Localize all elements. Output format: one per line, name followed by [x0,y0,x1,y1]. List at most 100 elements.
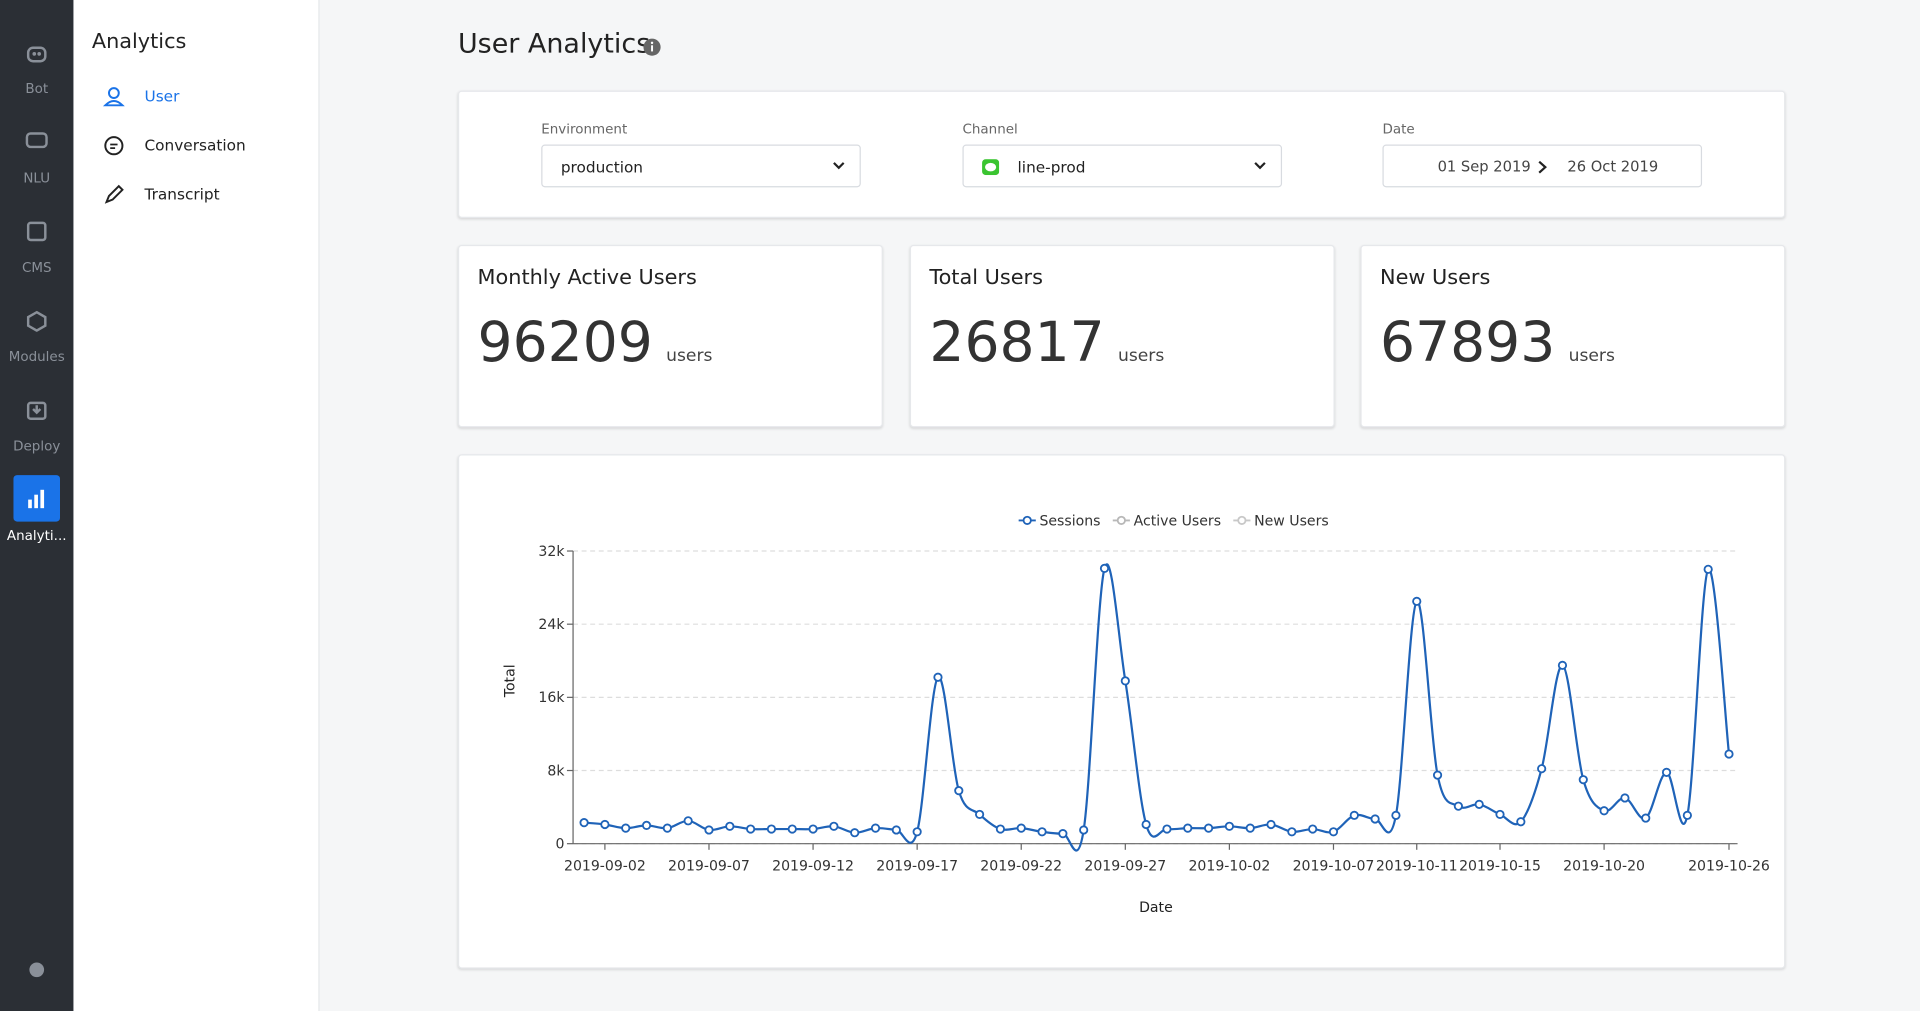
legend-item[interactable]: Sessions [1018,513,1101,529]
chart: 0 8k 16k 24k 32k 2019-09-02 2019-09-07 2019-09-… [502,513,1770,916]
stat-card: Total Users 26817 users [909,244,1335,428]
stat-value: 96209 [477,309,653,375]
data-point [725,821,735,831]
x-tick-label: 2019-09-17 [876,859,958,875]
cms-icon [26,221,47,242]
data-point [1641,813,1651,823]
analytics-icon [28,489,45,509]
legend-label: Active Users [1134,513,1221,529]
stat-value: 26817 [929,309,1105,375]
data-point [1495,809,1505,820]
select-value: production [560,157,644,177]
data-point [683,816,693,826]
x-tick-label: 2019-09-02 [564,859,646,875]
page-title: User Analytics [457,29,651,61]
sidebar-item[interactable]: Bot [25,80,49,97]
conversation-icon [104,136,124,156]
legend-dot [1116,515,1126,526]
y-tick-label: 32k [538,544,565,560]
transcript-icon [104,184,124,204]
data-point [1370,814,1380,824]
stat-value: 67893 [1380,309,1556,375]
y-tick-label: 0 [556,837,565,853]
legend-item[interactable]: Active Users [1112,513,1221,529]
stat-title: Total Users [929,265,1043,291]
chevron [1254,162,1266,170]
data-point [870,823,881,833]
legend-item[interactable]: New Users [1233,513,1329,529]
x-tick-label: 2019-09-22 [980,859,1062,875]
stat-unit: users [666,346,713,367]
nav-item[interactable]: User [144,86,180,106]
sidebar-item[interactable]: Deploy [13,438,61,455]
data-point [1099,563,1110,573]
x-tick-label: 2019-10-15 [1459,859,1541,875]
stat-title: Monthly Active Users [477,265,697,291]
nav-item[interactable]: Conversation [144,135,246,155]
x-tick-label: 2019-09-27 [1084,859,1166,875]
date-range[interactable]: 01 Sep 2019 26 Oct 2019 [1382,144,1703,188]
data-point [1287,827,1297,837]
data-point [1537,764,1547,774]
data-point [1183,823,1193,833]
stat-card: New Users 67893 users [1360,244,1786,428]
channel-select[interactable]: line-prod [962,144,1283,188]
stat-unit: users [1117,346,1165,367]
data-point [1703,564,1713,574]
active-item-bg [13,475,61,522]
data-point [621,823,631,833]
data-point [808,824,818,834]
legend-label: Sessions [1039,513,1100,529]
nlu-icon [25,132,48,149]
environment-select[interactable]: production [541,144,861,188]
user-icon [102,87,125,107]
x-tick-label: 2019-10-20 [1563,859,1645,875]
data-point [766,824,777,834]
x-tick-label: 2019-09-12 [772,859,854,875]
data-point [1474,799,1484,809]
data-point [1016,823,1026,833]
legend-dot [1237,515,1247,526]
data-point [933,672,943,682]
data-point [704,825,714,835]
info-icon [29,962,45,978]
sidebar-item[interactable]: Analyti... [6,527,67,544]
data-point [1245,823,1255,833]
data-point [600,819,610,830]
data-point [912,827,922,837]
data-point [1141,819,1151,830]
data-point [995,824,1006,834]
sidebar-item[interactable]: NLU [23,170,51,187]
nav-item[interactable]: Transcript [144,184,220,204]
stat-card: Monthly Active Users 96209 users [457,244,883,428]
data-point [1661,767,1672,777]
data-point [1224,821,1234,831]
data-point [1162,824,1172,834]
chart-card: 0 8k 16k 24k 32k 2019-09-02 2019-09-07 2019-09-… [457,454,1786,969]
filter-card: Environment production Channel line-prod… [457,90,1786,218]
date-from: 01 Sep 2019 [1437,157,1531,176]
data-point [850,828,860,838]
data-point [829,821,839,831]
data-point [1203,823,1214,833]
data-point [1453,801,1463,811]
modules-icon [26,310,47,332]
data-point [975,809,985,820]
y-tick-label: 8k [547,763,565,779]
x-tick-label: 2019-09-07 [668,859,750,875]
data-point [641,820,652,830]
x-tick-label: 2019-10-07 [1293,859,1375,875]
data-point [891,825,901,835]
y-tick-label: 16k [538,690,565,706]
secondary-nav: Analytics User Conversation Transcript [73,0,320,1011]
stat-unit: users [1568,346,1615,367]
sidebar-item[interactable]: CMS [21,259,52,276]
sidebar-item[interactable]: Modules [8,348,65,365]
nav-title: Analytics [91,29,187,54]
date-to: 26 Oct 2019 [1567,157,1659,176]
data-point [1516,817,1526,827]
data-point [1079,825,1089,835]
arrow [1538,160,1547,174]
title-info-icon [643,38,661,56]
